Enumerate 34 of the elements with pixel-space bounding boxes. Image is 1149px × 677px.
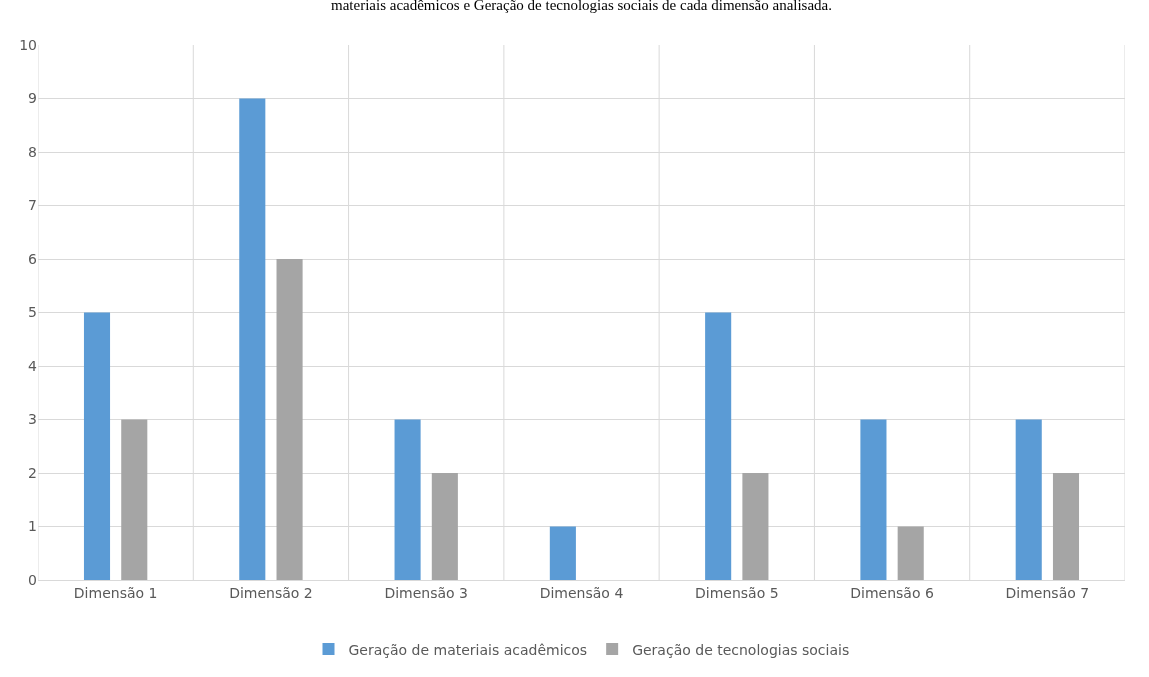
y-tick-label: 7	[28, 197, 37, 214]
bar	[549, 526, 576, 580]
bar	[705, 312, 732, 580]
legend-label: Geração de tecnologias sociais	[632, 641, 850, 658]
bar	[239, 98, 266, 580]
y-tick-label: 5	[28, 304, 37, 321]
x-tick-label: Dimensão 5	[694, 584, 779, 601]
bar	[860, 419, 887, 580]
bar	[742, 473, 769, 580]
bar	[83, 312, 111, 580]
y-tick-label: 6	[28, 250, 38, 267]
bar	[1015, 419, 1042, 580]
bar	[121, 419, 148, 580]
y-tick-label: 3	[28, 411, 37, 428]
legend-label: Geração de materiais acadêmicos	[348, 641, 588, 658]
text: materiais acadêmicos e Geração de tecnologias sociais de cada dimensão analisada.	[331, 0, 833, 13]
x-tick-label: Dimensão 1	[73, 584, 158, 601]
x-tick-label: Dimensão 2	[229, 584, 313, 601]
y-tick-label: 4	[28, 357, 38, 374]
y-tick-label: 1	[28, 518, 37, 535]
x-tick-label: Dimensão 4	[539, 584, 624, 601]
x-tick-label: Dimensão 7	[1005, 584, 1090, 601]
bar	[431, 473, 458, 580]
bar	[1052, 473, 1080, 580]
x-tick-label: Dimensão 6	[850, 584, 934, 601]
y-tick-label: 9	[28, 90, 37, 107]
bar	[394, 419, 421, 580]
bar	[276, 259, 303, 580]
bar	[897, 526, 924, 580]
y-tick-label: 2	[28, 464, 37, 481]
y-tick-label: 0	[28, 571, 37, 588]
x-tick-label: Dimensão 3	[384, 584, 469, 601]
y-tick-label: 8	[28, 143, 37, 160]
y-tick-label: 10	[19, 36, 37, 53]
